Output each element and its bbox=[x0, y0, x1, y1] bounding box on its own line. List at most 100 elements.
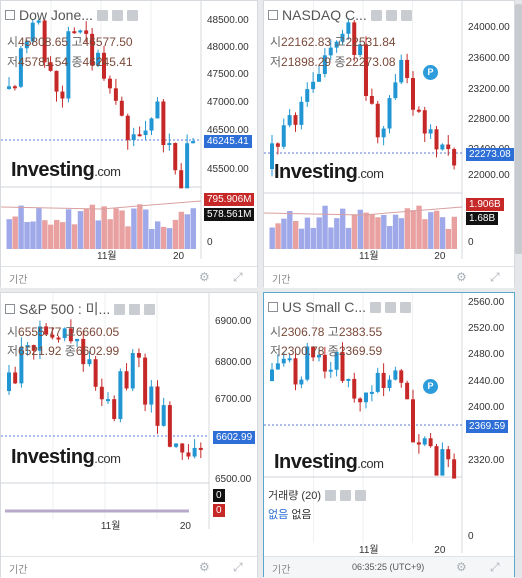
volume-bar bbox=[166, 228, 173, 249]
candle-body bbox=[37, 326, 42, 351]
close-icon[interactable] bbox=[354, 489, 366, 501]
candlestick-chart-dow[interactable]: 48500.00 48000.00 47500.00 47000.00 46500.00… bbox=[1, 1, 259, 288]
candle-body bbox=[149, 118, 154, 131]
settings-icon[interactable] bbox=[96, 9, 108, 21]
candle-body bbox=[81, 338, 86, 365]
period-label[interactable]: 기간 bbox=[272, 275, 291, 286]
volume-bar bbox=[322, 205, 328, 249]
candle-body bbox=[452, 149, 457, 166]
volume-bar bbox=[184, 214, 191, 249]
candlestick-chart-sp500[interactable]: 6900.00 6800.00 6700.00 6602.99 6500.00 11월 20 bbox=[1, 293, 259, 578]
volume-bar bbox=[434, 210, 440, 249]
gear-icon[interactable]: ⚙ bbox=[199, 560, 210, 574]
candlestick-chart-russell[interactable]: 2560.00 2520.00 2480.00 2440.00 2400.00 2369.… bbox=[264, 293, 516, 578]
candlestick-chart-nasdaq[interactable]: 24000.0023600.0023200.0022800.0022400.00… bbox=[264, 1, 516, 288]
volume-bar bbox=[328, 227, 334, 249]
chart-panel-russell[interactable]: 2560.00 2520.00 2480.00 2440.00 2400.00 2369.… bbox=[263, 292, 516, 578]
axis-tick-label: 2480.00 bbox=[468, 349, 505, 360]
axis-tick-label: 23600.00 bbox=[468, 53, 510, 64]
candle-body bbox=[161, 405, 166, 426]
chart-title[interactable]: NASDAQ C... bbox=[282, 7, 367, 23]
expand-icon[interactable]: ⤢ bbox=[490, 270, 500, 284]
candle-body bbox=[305, 346, 310, 380]
volume-bar bbox=[36, 208, 42, 249]
volume-bar bbox=[125, 226, 131, 249]
maximize-icon[interactable] bbox=[385, 301, 397, 313]
volume-bar bbox=[351, 214, 358, 249]
candle-body bbox=[180, 443, 185, 453]
panel-footer: 기간 ⚙ ⤢ bbox=[1, 266, 257, 288]
candle-body bbox=[328, 369, 333, 372]
close-icon[interactable] bbox=[144, 303, 156, 315]
close-icon[interactable] bbox=[126, 9, 138, 21]
close-icon[interactable] bbox=[400, 9, 412, 21]
ohlc-row-2: 저6521.92 종6602.99 bbox=[7, 344, 120, 358]
settings-icon[interactable] bbox=[114, 303, 126, 315]
vertical-scrollbar[interactable] bbox=[515, 0, 522, 577]
candle-body bbox=[440, 449, 445, 476]
candle-body bbox=[174, 443, 179, 447]
axis-tick-label: 48500.00 bbox=[207, 15, 249, 26]
volume-bar bbox=[77, 211, 84, 249]
gear-icon[interactable]: ⚙ bbox=[456, 560, 467, 574]
close-icon[interactable] bbox=[400, 301, 412, 313]
p-badge-icon[interactable]: P bbox=[423, 65, 438, 80]
candle-body bbox=[422, 110, 427, 134]
candle-body bbox=[18, 48, 23, 87]
candle-body bbox=[358, 398, 363, 403]
collapse-icon[interactable] bbox=[5, 10, 15, 20]
chart-panel-sp500[interactable]: 6900.00 6800.00 6700.00 6602.99 6500.00 11월 20… bbox=[0, 292, 259, 578]
x-axis-label-day: 20 bbox=[173, 251, 185, 262]
gear-icon[interactable]: ⚙ bbox=[199, 270, 210, 284]
maximize-icon[interactable] bbox=[339, 489, 351, 501]
settings-icon[interactable] bbox=[370, 9, 382, 21]
candle-body bbox=[352, 378, 357, 399]
settings-icon[interactable] bbox=[324, 489, 336, 501]
candle-body bbox=[31, 345, 36, 351]
chart-title[interactable]: US Small C... bbox=[282, 299, 367, 315]
candle-body bbox=[167, 405, 172, 447]
chart-title[interactable]: S&P 500 : 미... bbox=[19, 301, 111, 317]
candle-body bbox=[48, 62, 53, 71]
chart-title[interactable]: Dow Jone... bbox=[19, 7, 93, 23]
candle-body bbox=[293, 358, 298, 385]
volume-bar bbox=[131, 208, 137, 249]
maximize-icon[interactable] bbox=[129, 303, 141, 315]
settings-icon[interactable] bbox=[370, 301, 382, 313]
expand-icon[interactable]: ⤢ bbox=[490, 560, 500, 574]
volume-bar bbox=[345, 227, 352, 249]
chart-panel-dow[interactable]: 48500.00 48000.00 47500.00 47000.00 46500.00… bbox=[0, 0, 259, 288]
volume-bar bbox=[6, 219, 12, 249]
volume-bar bbox=[428, 212, 434, 249]
gear-icon[interactable]: ⚙ bbox=[456, 270, 467, 284]
volume-title[interactable]: 거래량 (20) bbox=[268, 490, 321, 502]
p-badge-icon[interactable]: P bbox=[423, 379, 438, 394]
period-label[interactable]: 기간 bbox=[272, 565, 291, 576]
expand-icon[interactable]: ⤢ bbox=[233, 270, 243, 284]
axis-tick-label: 2560.00 bbox=[468, 297, 505, 308]
period-label[interactable]: 기간 bbox=[9, 275, 28, 286]
scroll-thumb[interactable] bbox=[515, 4, 522, 254]
candle-body bbox=[405, 59, 410, 79]
candle-body bbox=[270, 143, 274, 169]
volume-bar bbox=[178, 211, 185, 249]
collapse-icon[interactable] bbox=[268, 302, 278, 312]
candle-body bbox=[358, 44, 363, 55]
candle-body bbox=[305, 89, 310, 102]
candle-body bbox=[90, 33, 95, 66]
candle-body bbox=[411, 399, 415, 443]
candle-body bbox=[54, 70, 59, 92]
chart-header: US Small C... bbox=[268, 299, 412, 315]
collapse-icon[interactable] bbox=[268, 10, 278, 20]
volume-bar bbox=[71, 224, 78, 249]
period-label[interactable]: 기간 bbox=[9, 565, 28, 576]
expand-icon[interactable]: ⤢ bbox=[233, 560, 243, 574]
maximize-icon[interactable] bbox=[385, 9, 397, 21]
maximize-icon[interactable] bbox=[111, 9, 123, 21]
chart-panel-nasdaq[interactable]: 24000.0023600.0023200.0022800.0022400.00… bbox=[263, 0, 516, 288]
volume-tag-red: 0 bbox=[213, 504, 225, 517]
volume-bar bbox=[24, 221, 30, 249]
volume-ma-line bbox=[264, 206, 463, 216]
candle-body bbox=[66, 31, 71, 99]
collapse-icon[interactable] bbox=[5, 304, 15, 314]
